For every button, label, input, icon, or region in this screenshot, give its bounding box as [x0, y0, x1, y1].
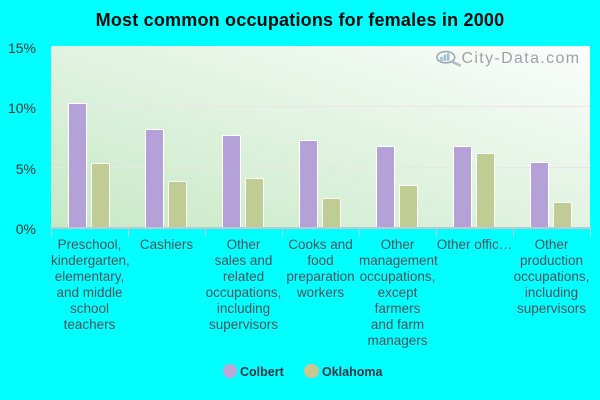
svg-text:City-Data.com: City-Data.com: [462, 51, 581, 68]
svg-text:City-Data.com: City-Data.com: [462, 50, 581, 67]
